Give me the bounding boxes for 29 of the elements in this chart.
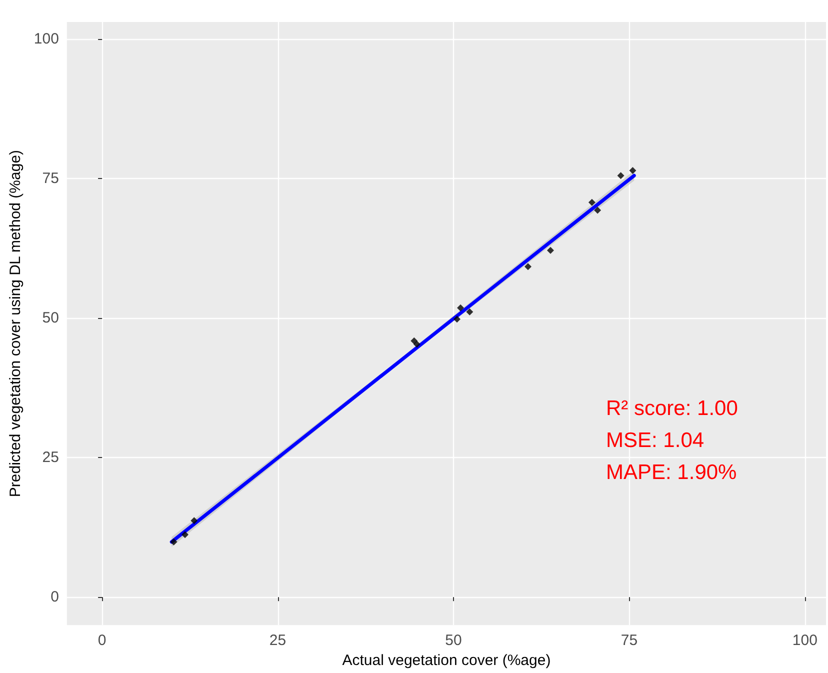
annotation: MAPE: 1.90%: [606, 460, 738, 486]
x-axis-title: Actual vegetation cover (%age): [342, 652, 551, 669]
x-tick-label: 25: [269, 632, 286, 650]
point: [546, 246, 554, 254]
point: [170, 538, 178, 546]
annotation: R² score: 1.00: [606, 396, 738, 422]
point: [629, 167, 636, 174]
x-tick-label: 75: [620, 632, 638, 650]
y-tick-label: 75: [42, 170, 59, 187]
x-tick-label: 50: [445, 632, 462, 650]
x-tick-label: 0: [98, 632, 106, 650]
y-tick-label: 50: [42, 309, 59, 326]
point: [413, 340, 420, 348]
x-tick-label: 100: [792, 632, 818, 650]
point: [182, 531, 189, 538]
point: [410, 337, 418, 344]
point: [524, 263, 532, 270]
point: [466, 308, 474, 316]
y-tick-label: 100: [34, 30, 59, 48]
point: [457, 304, 464, 312]
point: [588, 198, 596, 206]
annotation: MSE: 1.04: [606, 428, 706, 454]
point: [617, 172, 624, 180]
y-tick-label: 25: [42, 449, 59, 466]
point: [594, 206, 602, 214]
y-tick-label: 0: [50, 588, 59, 606]
y-axis-title: Predicted vegetation cover using DL method (%age): [7, 150, 24, 498]
point: [190, 517, 198, 524]
point: [454, 316, 461, 323]
